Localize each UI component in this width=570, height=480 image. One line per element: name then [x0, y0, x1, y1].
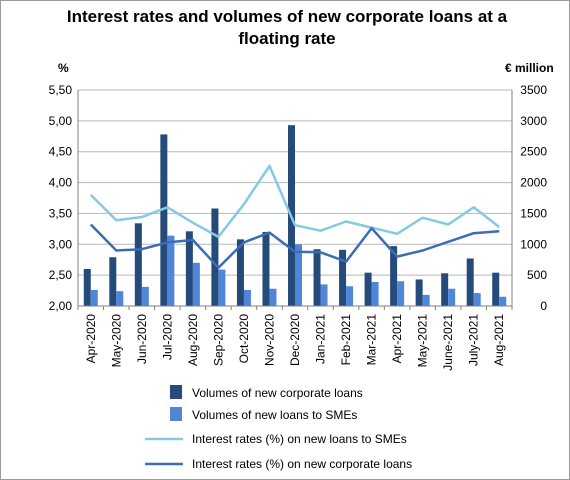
- left-tick-label: 5,50: [49, 83, 73, 97]
- legend-label: Interest rates (%) on new corporate loan…: [192, 457, 412, 471]
- bar: [313, 249, 321, 306]
- bar: [116, 291, 124, 306]
- left-tick-label: 5,00: [49, 114, 73, 128]
- x-tick-label: July-2021: [467, 314, 481, 366]
- legend: Volumes of new corporate loans Volumes of…: [145, 385, 412, 471]
- right-tick-label: 2500: [520, 145, 547, 159]
- bar: [473, 293, 481, 306]
- bar: [339, 249, 347, 306]
- bar: [448, 288, 456, 306]
- axes: 2,00 2,50 3,00 3,50 4,00 4,50 5,00 5,50 0 500 1000…: [49, 83, 548, 371]
- legend-swatch: [170, 407, 182, 421]
- bar: [141, 286, 149, 306]
- left-axis-unit: %: [58, 61, 69, 75]
- bar: [262, 231, 270, 306]
- right-tick-label: 0: [540, 299, 547, 313]
- series-line: [89, 223, 500, 269]
- bar: [192, 262, 200, 306]
- bar: [346, 286, 354, 306]
- right-tick-label: 3000: [520, 114, 547, 128]
- bar: [422, 294, 430, 306]
- legend-label: Interest rates (%) on new loans to SMEs: [192, 432, 407, 446]
- legend-label: Volumes of new loans to SMEs: [192, 408, 357, 422]
- legend-label: Volumes of new corporate loans: [192, 386, 363, 400]
- bar: [236, 239, 244, 306]
- right-tick-label: 2000: [520, 176, 547, 190]
- bar: [441, 273, 449, 306]
- left-tick-label: 2,00: [49, 299, 73, 313]
- legend-swatch: [170, 385, 182, 399]
- x-tick-label: Apr-2021: [390, 314, 404, 364]
- bar: [499, 296, 507, 306]
- bar: [371, 281, 379, 306]
- bar: [364, 272, 372, 306]
- left-tick-label: 2,50: [49, 268, 73, 282]
- x-tick-label: Aug-2020: [186, 314, 200, 366]
- right-tick-label: 500: [527, 268, 547, 282]
- x-tick-label: Oct-2020: [237, 314, 251, 364]
- x-tick-label: May-2020: [109, 314, 123, 368]
- left-tick-label: 4,00: [49, 176, 73, 190]
- chart-title-line-2: floating rate: [238, 29, 335, 48]
- right-tick-label: 1000: [520, 237, 547, 251]
- bar: [295, 244, 302, 306]
- bar: [90, 289, 98, 306]
- left-tick-label: 3,00: [49, 237, 73, 251]
- bar: [167, 235, 175, 306]
- bar: [269, 288, 277, 306]
- x-tick-label: Apr-2020: [84, 314, 98, 364]
- bar: [109, 257, 117, 306]
- bar: [415, 279, 423, 306]
- right-axis-unit: € million: [505, 61, 554, 75]
- x-tick-label: Aug-2021: [492, 314, 506, 366]
- x-tick-label: Jan-2021: [314, 314, 328, 364]
- left-tick-label: 4,50: [49, 145, 73, 159]
- bar: [134, 223, 142, 306]
- bar: [466, 258, 474, 306]
- x-tick-label: Nov-2020: [262, 314, 276, 366]
- bar: [492, 272, 500, 306]
- x-tick-label: May-2021: [416, 314, 430, 368]
- x-tick-label: Mar-2021: [365, 314, 379, 366]
- bar: [218, 269, 226, 306]
- x-tick-label: Jun-2020: [135, 314, 149, 364]
- chart-title-line-1: Interest rates and volumes of new corpor…: [67, 7, 508, 26]
- bar-series: [83, 125, 507, 306]
- right-tick-label: 3500: [520, 83, 547, 97]
- bar: [160, 134, 168, 306]
- x-tick-label: Dec-2020: [288, 314, 302, 366]
- bar: [243, 289, 251, 306]
- line-series: [89, 164, 500, 269]
- right-tick-label: 1500: [520, 206, 547, 220]
- bar: [185, 231, 193, 306]
- left-tick-label: 3,50: [49, 206, 73, 220]
- x-tick-label: Jul-2020: [160, 314, 174, 360]
- x-tick-label: Feb-2021: [339, 314, 353, 366]
- bar: [211, 208, 219, 306]
- x-tick-label: June-2021: [441, 314, 455, 371]
- x-tick-label: Sep-2020: [211, 314, 225, 366]
- bar: [83, 268, 91, 306]
- series-line: [89, 164, 500, 239]
- bar: [320, 284, 328, 306]
- bar: [390, 246, 398, 306]
- bar: [397, 281, 405, 306]
